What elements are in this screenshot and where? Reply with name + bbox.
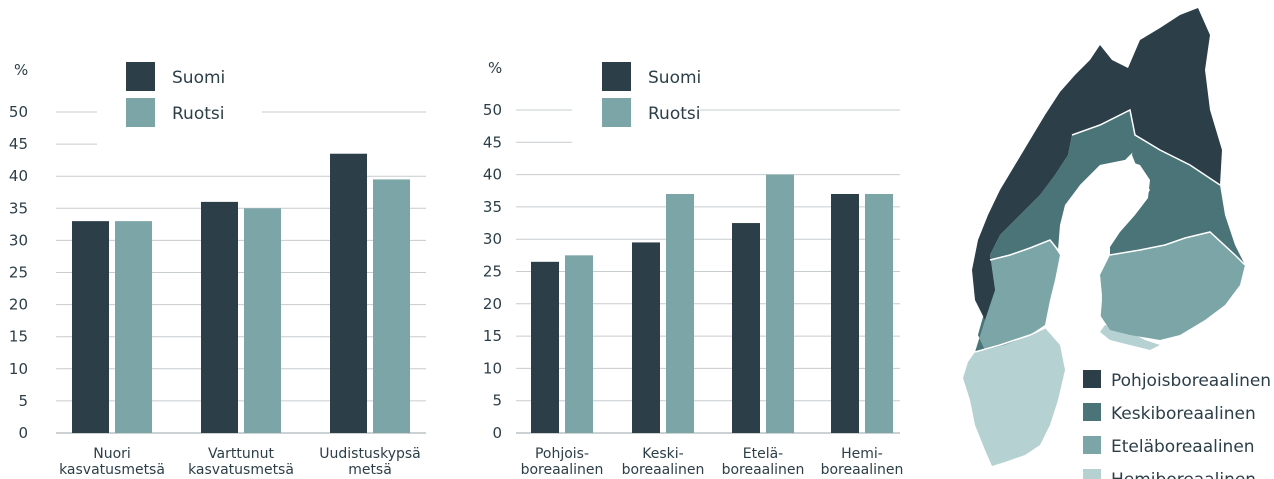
- x-category-label: Nuori kasvatusmetsä: [59, 446, 165, 478]
- map-sea: [1062, 160, 1150, 330]
- bar-ruotsi-3: [865, 193, 893, 433]
- map-zone-southboreal-finland: [1100, 232, 1245, 340]
- bar-suomi-2: [732, 223, 760, 433]
- bar-suomi-3: [831, 193, 859, 433]
- bar-ruotsi-2: [373, 179, 410, 433]
- bar-ruotsi-0: [115, 221, 152, 433]
- legend-label-ruotsi: Ruotsi: [648, 104, 700, 124]
- legend-swatch-suomi: [602, 62, 631, 91]
- map-legend-swatch: [1083, 469, 1101, 479]
- boreal-zone-map: [963, 8, 1246, 466]
- x-category-label: Uudistuskypsä metsä: [319, 446, 421, 478]
- legend-swatch-ruotsi: [126, 98, 155, 127]
- y-tick-label: 50: [483, 101, 502, 119]
- y-tick-label: 30: [483, 230, 502, 248]
- bar-suomi-1: [632, 242, 660, 433]
- y-tick-label: 5: [492, 392, 502, 410]
- y-tick-label: 25: [483, 263, 502, 281]
- map-legend-swatch: [1083, 370, 1101, 388]
- bar-suomi-2: [330, 153, 367, 434]
- bar-ruotsi-0: [565, 255, 593, 433]
- x-category-label: Etelä-boreaalinen: [722, 446, 805, 478]
- map-legend-label: Eteläboreaalinen: [1111, 437, 1255, 457]
- bar-ruotsi-1: [244, 208, 281, 433]
- y-tick-label: 30: [9, 231, 28, 249]
- x-category-label: Pohjois-boreaalinen: [521, 446, 604, 478]
- y-tick-label: 40: [483, 166, 502, 184]
- legend-label-suomi: Suomi: [172, 68, 225, 88]
- map-zone-borders: [974, 108, 1246, 353]
- y-tick-label: 0: [18, 424, 28, 442]
- legend-swatch-suomi: [126, 62, 155, 91]
- y-axis-label: %: [488, 59, 502, 77]
- bar-suomi-0: [72, 221, 109, 433]
- y-tick-label: 15: [483, 327, 502, 345]
- y-tick-label: 35: [9, 199, 28, 217]
- y-tick-label: 5: [18, 392, 28, 410]
- map-legend-swatch: [1083, 403, 1101, 421]
- bar-ruotsi-1: [666, 193, 694, 433]
- map-legend: Pohjoisboreaalinen Keskiboreaalinen Eteläb…: [1083, 370, 1271, 479]
- y-tick-label: 15: [9, 328, 28, 346]
- y-axis-label: %: [14, 61, 28, 79]
- map-legend-label: Hemiboreaalinen: [1111, 470, 1256, 479]
- x-category-label: Varttunut kasvatusmetsä: [188, 446, 294, 478]
- y-tick-label: 10: [9, 360, 28, 378]
- legend-label-suomi: Suomi: [648, 68, 701, 88]
- y-tick-label: 10: [483, 359, 502, 377]
- map-zone-hemiboreal: [963, 328, 1065, 466]
- map-legend-label: Keskiboreaalinen: [1111, 404, 1256, 424]
- y-tick-label: 50: [9, 103, 28, 121]
- chart-boreal-zones: % 0 5 10 15 20 25 30 35 40 45 50 Pohjois-boreaalinen…: [483, 59, 904, 478]
- y-tick-label: 35: [483, 198, 502, 216]
- map-legend-label: Pohjoisboreaalinen: [1111, 371, 1271, 391]
- x-category-label: Hemi-boreaalinen: [821, 446, 904, 478]
- map-zone-midboreal-sweden: [975, 110, 1140, 352]
- y-tick-label: 20: [9, 296, 28, 314]
- bar-suomi-0: [531, 261, 559, 433]
- bar-suomi-1: [201, 201, 238, 433]
- y-tick-label: 45: [9, 135, 28, 153]
- y-tick-label: 0: [492, 424, 502, 442]
- y-tick-label: 40: [9, 167, 28, 185]
- map-legend-swatch: [1083, 436, 1101, 454]
- legend-label-ruotsi: Ruotsi: [172, 104, 224, 124]
- y-tick-label: 20: [483, 295, 502, 313]
- x-category-label: Keski-boreaalinen: [622, 446, 705, 478]
- bar-ruotsi-2: [766, 174, 794, 433]
- legend-swatch-ruotsi: [602, 98, 631, 127]
- map-zone-southboreal-sweden: [978, 240, 1060, 350]
- y-tick-label: 45: [483, 133, 502, 151]
- map-zone-northboreal: [972, 8, 1222, 320]
- chart-forest-age: % 0 5 10 15 20 25 30 35 40 45 50 Nuori kasvatusmetsä V…: [9, 61, 426, 478]
- y-tick-label: 25: [9, 264, 28, 282]
